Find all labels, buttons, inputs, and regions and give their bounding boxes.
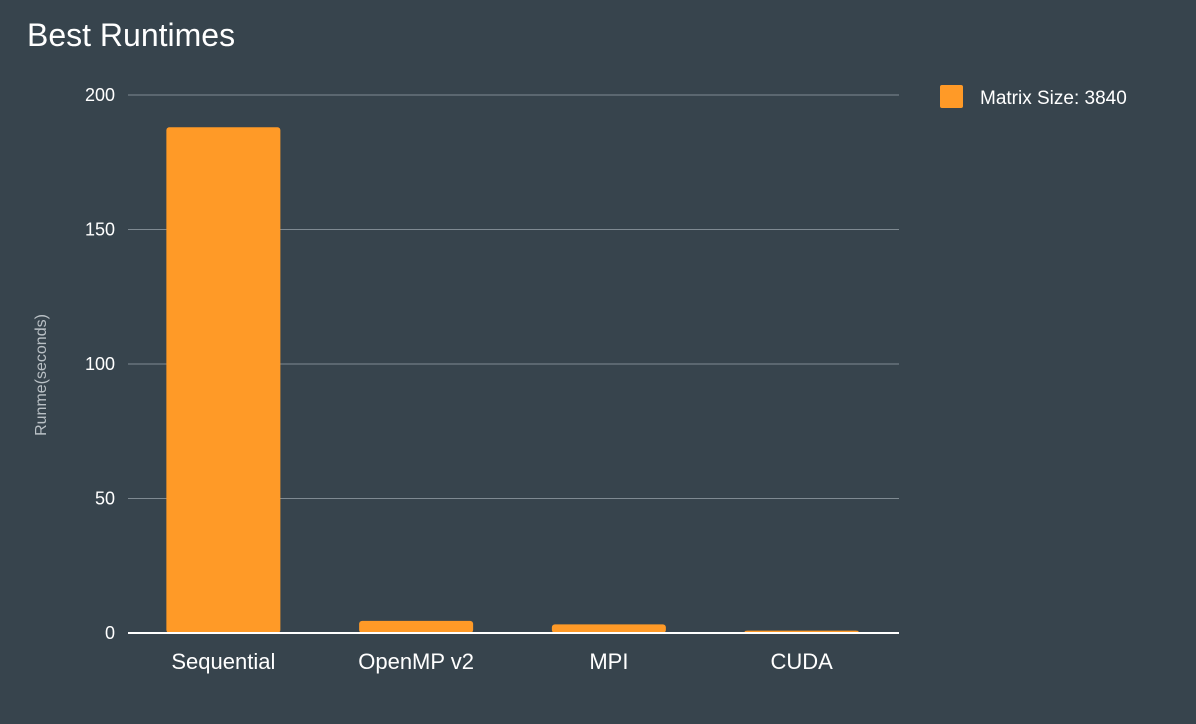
bar-mpi	[551, 624, 666, 633]
x-tick-label: MPI	[589, 649, 628, 674]
bars	[166, 127, 859, 633]
y-axis-title: Runme(seconds)	[33, 314, 50, 436]
y-tick-label: 150	[85, 220, 115, 240]
legend-label: Matrix Size: 3840	[980, 88, 1127, 109]
x-tick-label: Sequential	[171, 649, 275, 674]
x-tick-label: OpenMP v2	[358, 649, 474, 674]
x-tick-label: CUDA	[770, 649, 833, 674]
y-axis-ticks: 0 50 100 150 200	[85, 85, 115, 643]
y-tick-label: 50	[95, 489, 115, 509]
x-axis-labels: Sequential OpenMP v2 MPI CUDA	[171, 649, 833, 674]
y-tick-label: 200	[85, 85, 115, 105]
chart-title: Best Runtimes	[27, 17, 235, 53]
legend: Matrix Size: 3840	[940, 85, 1127, 109]
bar-openmp-v2	[359, 620, 474, 633]
bar-sequential	[166, 127, 281, 633]
legend-swatch	[940, 85, 963, 108]
y-tick-label: 100	[85, 354, 115, 374]
y-tick-label: 0	[105, 623, 115, 643]
